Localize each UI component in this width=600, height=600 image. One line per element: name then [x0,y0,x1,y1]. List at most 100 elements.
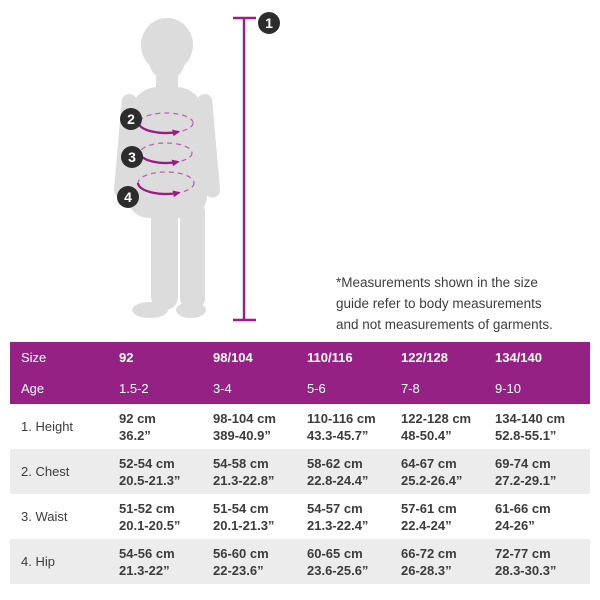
waist-cell-2: 51-54 cm 20.1-21.3” [205,500,299,534]
cell-cm: 122-128 cm [401,410,472,426]
cell-cm: 54-58 cm [213,455,269,471]
silhouette-left-foot [132,302,168,318]
age-col-3: 5-6 [307,381,326,396]
cell-cm: 72-77 cm [495,545,551,561]
hip-measure-band [136,171,195,198]
cell-in: 28.3-30.3” [495,562,557,578]
badge-waist: 3 [121,146,143,168]
size-table: Size 92 98/104 110/116 122/128 134/140 A… [10,342,590,584]
hip-cell-4: 66-72 cm 26-28.3” [393,545,487,579]
chest-cell-5: 69-74 cm 27.2-29.1” [487,455,590,489]
badge-hip-number: 4 [124,189,132,205]
age-col-4: 7-8 [401,381,420,396]
cell-in: 23.6-25.6” [307,562,369,578]
size-col-1: 92 [119,350,134,365]
disclaimer-line-3: and not measurements of garments. [336,317,553,332]
cell-cm: 69-74 cm [495,455,551,471]
height-cell-1: 92 cm 36.2” [111,410,205,444]
disclaimer-line-2: guide refer to body measurements [336,296,542,311]
cell-in: 43.3-45.7” [307,427,369,443]
chest-cell-3: 58-62 cm 22.8-24.4” [299,455,393,489]
silhouette-left-leg [151,200,178,310]
waist-cell-3: 54-57 cm 21.3-22.4” [299,500,393,534]
silhouette-right-foot [176,302,206,318]
table-row-waist: 3. Waist 51-52 cm 20.1-20.5” 51-54 cm 20… [10,494,590,539]
size-table-header: Size 92 98/104 110/116 122/128 134/140 A… [10,342,590,404]
size-header-row: Size 92 98/104 110/116 122/128 134/140 [10,342,590,373]
badge-hip: 4 [117,186,139,208]
disclaimer-line-1: *Measurements shown in the size [336,275,538,290]
cell-cm: 58-62 cm [307,455,363,471]
table-row-height: 1. Height 92 cm 36.2” 98-104 cm 389-40.9… [10,404,590,449]
cell-cm: 56-60 cm [213,545,269,561]
cell-cm: 61-66 cm [495,500,551,516]
silhouette-right-leg [180,200,205,310]
chest-cell-4: 64-67 cm 25.2-26.4” [393,455,487,489]
waist-cell-4: 57-61 cm 22.4-24” [393,500,487,534]
hip-cell-2: 56-60 cm 22-23.6” [205,545,299,579]
measurement-disclaimer: *Measurements shown in the size guide re… [336,272,553,335]
hip-cell-1: 54-56 cm 21.3-22” [111,545,205,579]
cell-in: 26-28.3” [401,562,452,578]
cell-in: 21.3-22” [119,562,170,578]
cell-in: 20.5-21.3” [119,472,181,488]
cell-in: 48-50.4” [401,427,452,443]
cell-cm: 54-57 cm [307,500,363,516]
height-cell-5: 134-140 cm 52.8-55.1” [487,410,590,444]
cell-cm: 92 cm [119,410,156,426]
table-row-hip: 4. Hip 54-56 cm 21.3-22” 56-60 cm 22-23.… [10,539,590,584]
cell-in: 27.2-29.1” [495,472,557,488]
cell-cm: 52-54 cm [119,455,175,471]
height-measure-line [233,16,256,322]
cell-in: 22.4-24” [401,517,452,533]
age-col-1: 1.5-2 [119,381,149,396]
chest-cell-2: 54-58 cm 21.3-22.8” [205,455,299,489]
cell-in: 52.8-55.1” [495,427,557,443]
badge-chest: 2 [120,108,142,130]
hip-cell-5: 72-77 cm 28.3-30.3” [487,545,590,579]
cell-in: 24-26” [495,517,535,533]
cell-in: 21.3-22.4” [307,517,369,533]
silhouette-neck [156,68,178,92]
size-col-5: 134/140 [495,350,542,365]
age-header-label: Age [21,381,45,396]
cell-cm: 57-61 cm [401,500,457,516]
row-label-height: 1. Height [21,419,74,434]
cell-in: 36.2” [119,427,151,443]
cell-cm: 54-56 cm [119,545,175,561]
cell-cm: 98-104 cm [213,410,276,426]
cell-in: 20.1-20.5” [119,517,181,533]
cell-cm: 66-72 cm [401,545,457,561]
waist-cell-5: 61-66 cm 24-26” [487,500,590,534]
age-col-5: 9-10 [495,381,522,396]
cell-in: 20.1-21.3” [213,517,275,533]
cell-in: 25.2-26.4” [401,472,463,488]
height-cell-4: 122-128 cm 48-50.4” [393,410,487,444]
cell-cm: 51-54 cm [213,500,269,516]
size-header-label: Size [21,350,47,365]
height-cell-3: 110-116 cm 43.3-45.7” [299,410,393,444]
badge-height: 1 [258,12,280,34]
row-label-hip: 4. Hip [21,554,55,569]
age-header-row: Age 1.5-2 3-4 5-6 7-8 9-10 [10,373,590,404]
cell-in: 22.8-24.4” [307,472,369,488]
badge-waist-number: 3 [128,149,136,165]
row-label-waist: 3. Waist [21,509,68,524]
size-col-4: 122/128 [401,350,448,365]
cell-cm: 110-116 cm [307,410,376,426]
silhouette-right-arm [197,94,221,198]
chest-cell-1: 52-54 cm 20.5-21.3” [111,455,205,489]
row-label-chest: 2. Chest [21,464,70,479]
size-col-3: 110/116 [307,350,353,365]
child-silhouette-graphic [113,18,221,318]
cell-in: 22-23.6” [213,562,264,578]
size-col-2: 98/104 [213,350,253,365]
age-col-2: 3-4 [213,381,232,396]
diagram-badges: 1 2 3 4 [117,12,280,208]
badge-height-number: 1 [265,15,273,31]
table-row-chest: 2. Chest 52-54 cm 20.5-21.3” 54-58 cm 21… [10,449,590,494]
badge-chest-number: 2 [127,111,135,127]
cell-cm: 134-140 cm [495,410,566,426]
cell-in: 21.3-22.8” [213,472,275,488]
